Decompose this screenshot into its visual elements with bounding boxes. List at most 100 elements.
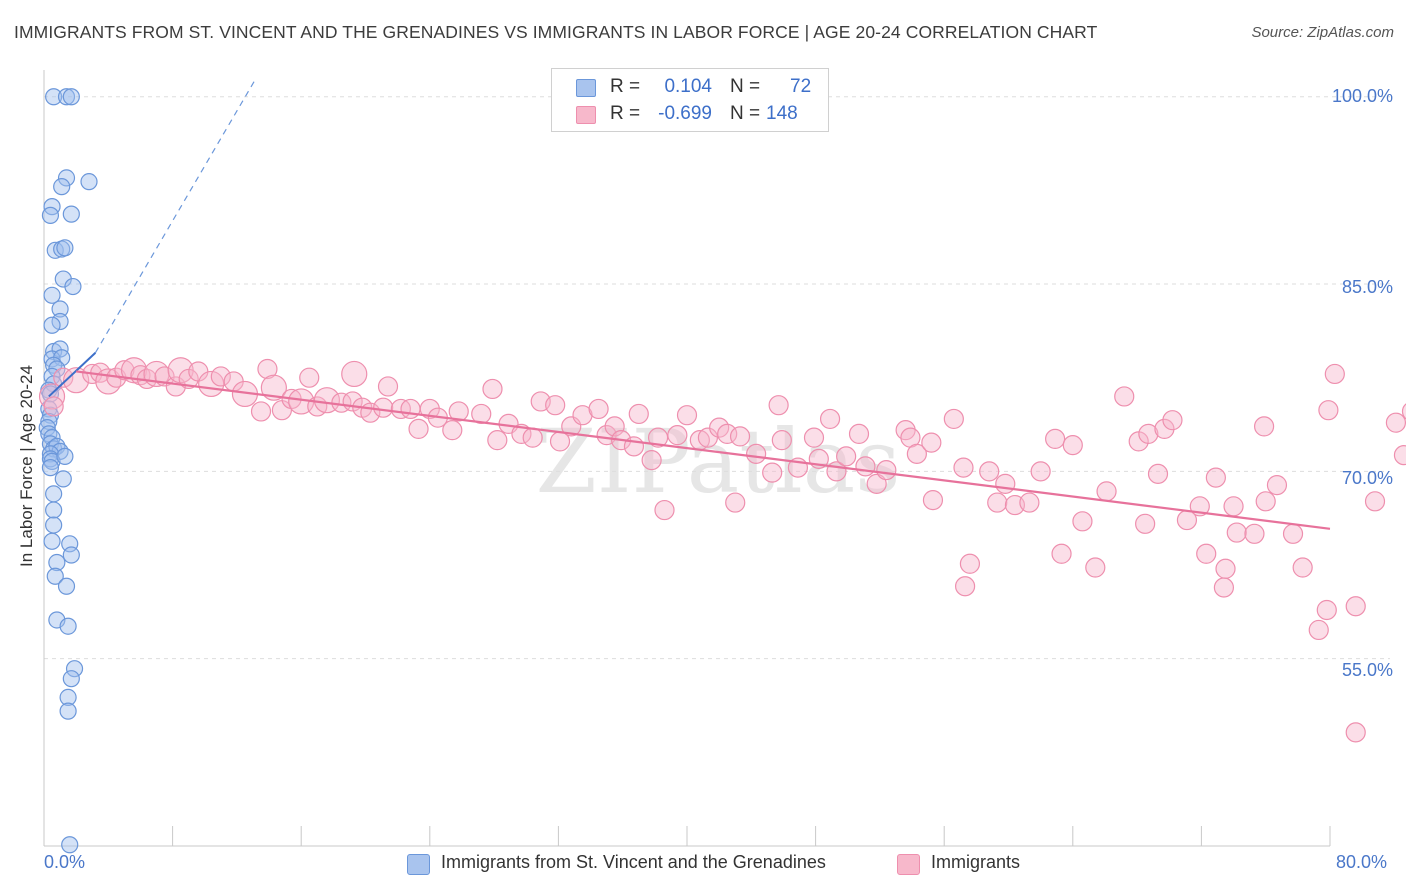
blue-data-point (38, 419, 56, 437)
pink-data-point (1096, 481, 1117, 502)
pink-data-point (855, 456, 876, 477)
blue-data-point (45, 88, 63, 106)
pink-data-point (1147, 463, 1169, 484)
pink-data-point (1364, 491, 1386, 512)
blue-data-point (62, 546, 80, 564)
pink-data-point (471, 403, 492, 425)
y-tick-label: 85.0% (1341, 277, 1393, 297)
legend-swatch (407, 854, 430, 875)
pink-data-point (487, 430, 508, 451)
pink-data-point (906, 443, 927, 464)
pink-data-point (408, 418, 429, 440)
blue-data-point (57, 88, 76, 106)
blue-data-point (51, 312, 69, 331)
pink-data-point (1253, 416, 1275, 437)
pink-data-point (114, 360, 135, 381)
pink-data-point (762, 462, 783, 483)
pink-data-point (866, 473, 887, 494)
blue-data-point (43, 532, 61, 550)
pink-data-point (1213, 577, 1235, 598)
pink-data-point (165, 376, 186, 397)
blue-data-point (46, 567, 64, 585)
blue-data-point (59, 688, 77, 706)
legend-label: Immigrants from St. Vincent and the Gren… (441, 852, 826, 872)
pink-data-point (400, 398, 421, 420)
pink-data-point (1345, 596, 1366, 617)
r-value: -0.699 (658, 103, 712, 124)
pink-data-point (1019, 492, 1040, 513)
pink-data-point (676, 405, 698, 426)
blue-data-point (59, 702, 77, 720)
pink-data-point (38, 383, 66, 410)
pink-data-point (511, 423, 532, 445)
pink-data-point (1318, 400, 1339, 421)
pink-data-point (819, 408, 841, 430)
pink-data-point (771, 430, 792, 451)
pink-data-point (1223, 496, 1244, 517)
pink-data-point (1292, 557, 1313, 578)
pink-data-point (1266, 475, 1288, 496)
n-value: 148 (766, 103, 798, 124)
blue-data-point (56, 447, 74, 465)
blue-data-point (48, 553, 66, 572)
pink-data-point (1062, 435, 1083, 456)
pink-data-point (1030, 461, 1051, 482)
pink-data-point (1196, 543, 1217, 564)
pink-data-point (1138, 423, 1159, 445)
pink-data-point (768, 395, 789, 416)
pink-data-point (922, 489, 944, 511)
blue-data-point (45, 485, 63, 503)
pink-data-point (341, 360, 368, 388)
blue-data-point (80, 173, 98, 191)
pink-data-point (1154, 418, 1175, 440)
blue-swatch (576, 79, 596, 97)
pink-data-point (979, 461, 1000, 482)
pink-data-point (1215, 558, 1236, 579)
pink-data-point (1308, 619, 1329, 641)
watermark: ZIPatlas (536, 410, 901, 513)
pink-data-point (1051, 543, 1072, 564)
pink-data-point (588, 398, 609, 420)
pink-data-point (210, 366, 231, 387)
y-tick-label: 100.0% (1331, 86, 1393, 106)
pink-data-point (954, 576, 976, 597)
blue-data-point (64, 277, 82, 296)
pink-data-point (1316, 599, 1337, 621)
pink-data-point (729, 426, 751, 447)
pink-data-point (1393, 445, 1406, 466)
pink-data-point (299, 367, 320, 388)
pink-data-point (1345, 722, 1366, 743)
blue-data-point (43, 286, 61, 304)
blue-data-point (45, 516, 63, 534)
blue-data-point (61, 836, 79, 854)
pink-data-point (647, 427, 669, 448)
blue-data-point (51, 300, 69, 318)
pink-data-point (836, 446, 857, 467)
blue-data-point (59, 617, 77, 635)
blue-data-point (57, 577, 76, 595)
pink-data-point (654, 499, 675, 521)
legend-swatch (897, 854, 920, 875)
blue-data-point (41, 206, 60, 224)
blue-data-point (65, 660, 84, 678)
pink-data-point (448, 401, 469, 422)
pink-data-point (1085, 557, 1106, 578)
stats-row-pink: R = -0.699 N = 148 (552, 100, 828, 127)
blue-data-point (62, 205, 80, 223)
pink-data-point (260, 374, 287, 401)
n-label: N = (730, 103, 761, 124)
pink-data-point (746, 443, 767, 464)
pink-data-point (482, 378, 503, 400)
y-tick-label: 55.0% (1341, 660, 1393, 680)
blue-data-point (45, 501, 63, 519)
blue-data-point (43, 316, 61, 334)
pink-data-point (697, 427, 718, 448)
pink-data-point (43, 396, 64, 417)
source-label: Source: ZipAtlas.com (1251, 24, 1394, 41)
n-label: N = (730, 76, 761, 97)
blue-data-point (53, 178, 71, 196)
pink-trend-line (76, 370, 1331, 530)
n-value: 72 (790, 76, 812, 97)
pink-data-point (1162, 410, 1183, 431)
